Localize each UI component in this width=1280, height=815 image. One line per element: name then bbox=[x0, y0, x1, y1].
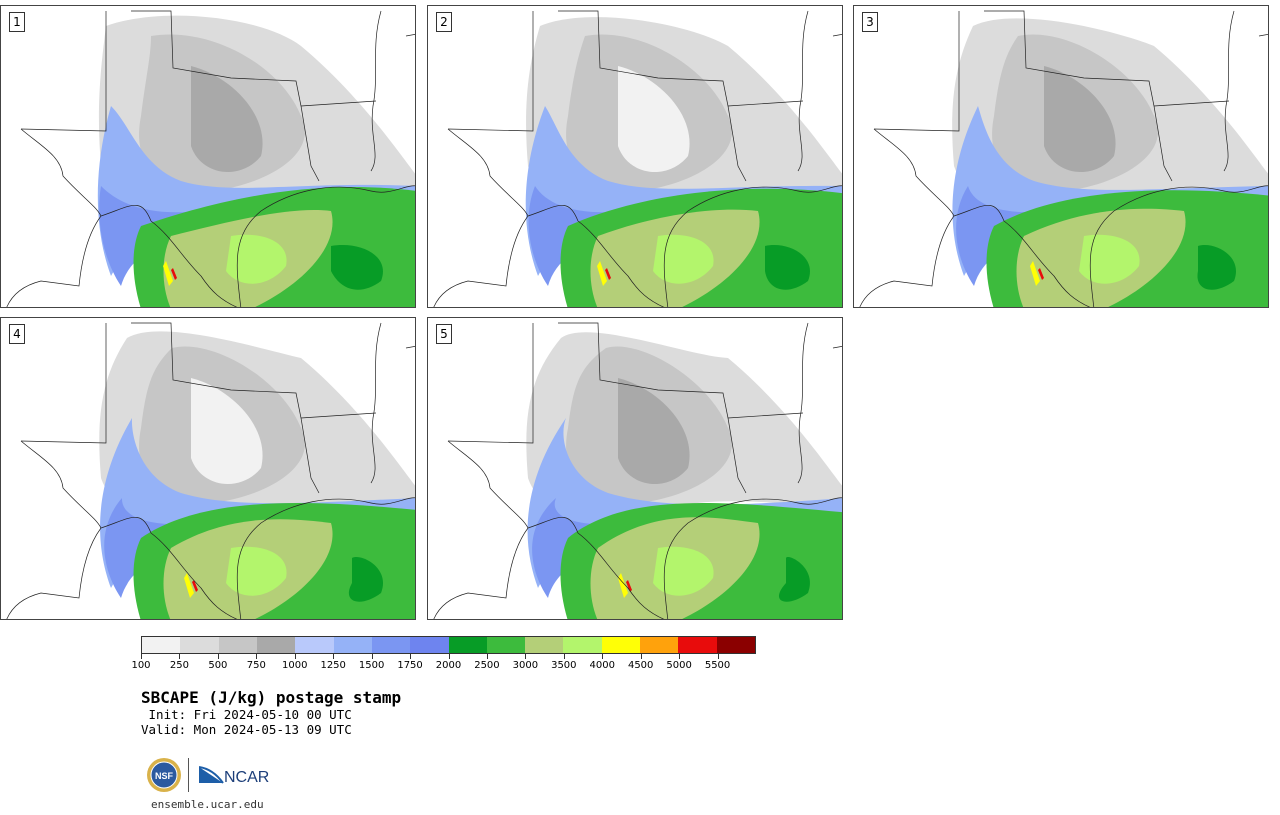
sbcape-map bbox=[1, 318, 415, 619]
colorbar-tick-label: 4500 bbox=[627, 660, 654, 671]
panel-label: 1 bbox=[9, 12, 25, 32]
website-text: ensemble.ucar.edu bbox=[151, 798, 264, 811]
map-panel-4: 4 bbox=[0, 317, 416, 620]
colorbar-tick-mark bbox=[217, 654, 219, 659]
colorbar-tick-mark bbox=[179, 654, 181, 659]
colorbar-swatch bbox=[256, 637, 296, 653]
plot-title: SBCAPE (J/kg) postage stamp bbox=[141, 688, 402, 707]
colorbar-tick-mark bbox=[563, 654, 565, 659]
colorbar-swatch bbox=[448, 637, 487, 653]
colorbar-swatch bbox=[716, 637, 755, 653]
map-panel-2: 2 bbox=[427, 5, 843, 308]
valid-time: Valid: Mon 2024-05-13 09 UTC bbox=[141, 722, 352, 737]
init-time: Init: Fri 2024-05-10 00 UTC bbox=[141, 707, 352, 722]
colorbar-tick-mark bbox=[640, 654, 642, 659]
colorbar-swatch bbox=[333, 637, 372, 653]
colorbar-tick-label: 2000 bbox=[435, 660, 462, 671]
sbcape-map bbox=[428, 318, 842, 619]
colorbar-tick-mark bbox=[141, 654, 142, 659]
panel-label: 4 bbox=[9, 324, 25, 344]
colorbar-tick-mark bbox=[256, 654, 258, 659]
colorbar-tick-label: 3500 bbox=[551, 660, 577, 671]
sbcape-map bbox=[428, 6, 842, 307]
colorbar-tick-mark bbox=[602, 654, 604, 659]
colorbar bbox=[141, 636, 756, 654]
colorbar-tick-label: 3000 bbox=[512, 660, 539, 671]
colorbar-swatch bbox=[295, 637, 334, 653]
colorbar-tick-mark bbox=[410, 654, 412, 659]
logos: NSF NCAR bbox=[146, 757, 273, 793]
panel-label: 3 bbox=[862, 12, 878, 32]
colorbar-tick-mark bbox=[371, 654, 373, 659]
colorbar-tick-label: 1500 bbox=[358, 660, 385, 671]
colorbar-tick-mark bbox=[486, 654, 488, 659]
map-panel-5: 5 bbox=[427, 317, 843, 620]
colorbar-tick-mark bbox=[448, 654, 450, 659]
colorbar-swatch bbox=[410, 637, 449, 653]
colorbar-tick-label: 1250 bbox=[320, 660, 346, 671]
nsf-logo-icon: NSF bbox=[147, 758, 181, 792]
colorbar-tick-label: 250 bbox=[169, 660, 189, 671]
colorbar-swatch bbox=[601, 637, 641, 653]
colorbar-tick-label: 5000 bbox=[666, 660, 692, 671]
panel-label: 2 bbox=[436, 12, 452, 32]
colorbar-tick-label: 1000 bbox=[282, 660, 308, 671]
colorbar-tick-mark bbox=[333, 654, 335, 659]
colorbar-tick-mark bbox=[525, 654, 527, 659]
colorbar-tick-mark bbox=[294, 654, 296, 659]
panel-label: 5 bbox=[436, 324, 452, 344]
colorbar-tick-mark bbox=[717, 654, 719, 659]
map-panel-1: 1 bbox=[0, 5, 416, 308]
ncar-logo-text: NCAR bbox=[224, 769, 269, 786]
colorbar-tick-label: 100 bbox=[131, 660, 151, 671]
colorbar-swatch bbox=[678, 637, 717, 653]
map-panel-3: 3 bbox=[853, 5, 1269, 308]
ncar-logo-icon: NCAR bbox=[199, 766, 269, 786]
colorbar-tick-label: 5500 bbox=[704, 660, 731, 671]
colorbar-tick-mark bbox=[679, 654, 681, 659]
colorbar-swatch bbox=[371, 637, 411, 653]
nsf-logo-text: NSF bbox=[155, 771, 174, 781]
colorbar-swatch bbox=[218, 637, 257, 653]
sbcape-map bbox=[1, 6, 415, 307]
colorbar-tick-label: 750 bbox=[246, 660, 266, 671]
sbcape-map bbox=[854, 6, 1268, 307]
colorbar-tick-label: 1750 bbox=[397, 660, 423, 671]
colorbar-tick-label: 2500 bbox=[474, 660, 500, 671]
colorbar-swatch bbox=[525, 637, 564, 653]
colorbar-swatch bbox=[486, 637, 526, 653]
colorbar-tick-label: 500 bbox=[208, 660, 228, 671]
colorbar-ticks: 100 250 500 750 1000 1250 1500 1750 2000 2500 3000… bbox=[131, 654, 756, 674]
colorbar-tick-label: 4000 bbox=[589, 660, 615, 671]
colorbar-swatch bbox=[142, 637, 181, 653]
colorbar-swatch bbox=[563, 637, 602, 653]
logo-divider bbox=[188, 758, 189, 792]
colorbar-swatch bbox=[640, 637, 679, 653]
colorbar-swatch bbox=[180, 637, 219, 653]
